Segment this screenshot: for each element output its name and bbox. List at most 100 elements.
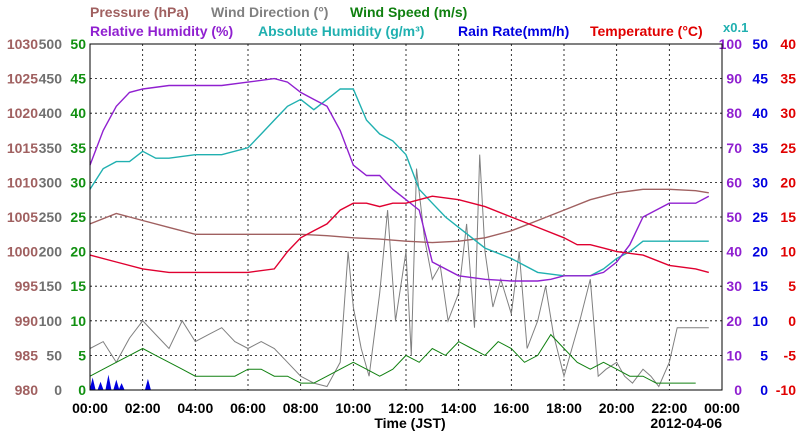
grid: [90, 44, 722, 390]
y-tick-pressure: 980: [15, 382, 39, 398]
title-wind-speed: Wind Speed (m/s): [350, 4, 467, 20]
title-relative-humidity: Relative Humidity (%): [90, 23, 233, 39]
rain-rate-spike: [113, 379, 120, 390]
y-tick-rain-rate: 10: [752, 313, 768, 329]
series-line-wind-direction: [89, 154, 709, 388]
y-tick-wind-direction: 400: [39, 105, 63, 121]
y-tick-relative-humidity: 0: [734, 382, 742, 398]
y-tick-wind-speed: 0: [78, 382, 86, 398]
y-tick-wind-speed: 40: [70, 105, 86, 121]
y-tick-relative-humidity: 30: [726, 278, 742, 294]
y-tick-relative-humidity: 70: [726, 140, 742, 156]
y-tick-temperature: 5: [788, 278, 796, 294]
x-tick-label: 22:00: [651, 400, 687, 416]
series-line-wind-speed: [89, 333, 696, 384]
x-axis: 00:00 02:00 04:00 06:00 08:00 10:00 12:00 14:00…: [72, 400, 740, 416]
y-tick-rain-rate: 50: [752, 36, 768, 52]
series-line-pressure: [89, 188, 709, 244]
x-tick-label: 06:00: [230, 400, 266, 416]
y-tick-wind-direction: 300: [39, 174, 63, 190]
y-tick-wind-direction: 350: [39, 140, 63, 156]
y-tick-pressure: 1015: [7, 140, 38, 156]
title-rain-multiplier: x0.1: [723, 20, 748, 35]
left-axes: 1030102510201015101010051000995990985980…: [7, 36, 86, 398]
y-tick-temperature: 15: [780, 209, 796, 225]
series-line-absolute-humidity: [89, 88, 709, 277]
title-wind-direction: Wind Direction (°): [211, 4, 328, 20]
x-tick-label: 08:00: [283, 400, 319, 416]
title-rain-rate: Rain Rate(mm/h): [458, 23, 569, 39]
y-tick-relative-humidity: 90: [726, 71, 742, 87]
x-tick-label: 14:00: [441, 400, 477, 416]
y-tick-pressure: 1005: [7, 209, 38, 225]
y-tick-pressure: 985: [15, 347, 39, 363]
y-tick-wind-direction: 50: [46, 347, 62, 363]
x-axis-label: Time (JST): [374, 415, 445, 431]
y-tick-wind-speed: 5: [78, 347, 86, 363]
y-tick-wind-direction: 0: [54, 382, 62, 398]
rain-rate-spike: [105, 374, 112, 390]
y-tick-pressure: 1020: [7, 105, 38, 121]
x-tick-label: 10:00: [335, 400, 371, 416]
title-pressure: Pressure (hPa): [90, 4, 189, 20]
y-tick-rain-rate: 5: [760, 347, 768, 363]
rain-rate-spike: [118, 383, 125, 390]
y-tick-wind-speed: 35: [70, 140, 86, 156]
y-tick-relative-humidity: 40: [726, 244, 742, 260]
y-tick-rain-rate: 15: [752, 278, 768, 294]
x-tick-label: 16:00: [493, 400, 529, 416]
y-tick-relative-humidity: 60: [726, 174, 742, 190]
series-line-temperature: [89, 195, 709, 274]
y-tick-temperature: 30: [780, 105, 796, 121]
y-tick-temperature: 0: [788, 313, 796, 329]
y-tick-rain-rate: 0: [760, 382, 768, 398]
y-tick-relative-humidity: 80: [726, 105, 742, 121]
y-tick-wind-speed: 10: [70, 313, 86, 329]
series-line-relative-humidity: [89, 77, 710, 282]
y-tick-rain-rate: 20: [752, 244, 768, 260]
y-tick-wind-direction: 250: [39, 209, 63, 225]
y-tick-wind-direction: 150: [39, 278, 63, 294]
y-tick-pressure: 1000: [7, 244, 38, 260]
y-tick-rain-rate: 35: [752, 140, 768, 156]
y-tick-wind-direction: 450: [39, 71, 63, 87]
y-tick-pressure: 1010: [7, 174, 38, 190]
y-tick-wind-direction: 500: [39, 36, 63, 52]
rain-rate-spike: [97, 381, 104, 390]
y-tick-wind-speed: 25: [70, 209, 86, 225]
y-tick-wind-direction: 200: [39, 244, 63, 260]
plot-area: [89, 77, 710, 390]
y-tick-temperature: -10: [776, 382, 796, 398]
x-tick-label: 12:00: [388, 400, 424, 416]
y-tick-pressure: 990: [15, 313, 39, 329]
y-tick-pressure: 1030: [7, 36, 38, 52]
y-tick-temperature: 35: [780, 71, 796, 87]
y-tick-wind-speed: 30: [70, 174, 86, 190]
x-tick-label: 04:00: [177, 400, 213, 416]
y-tick-rain-rate: 25: [752, 209, 768, 225]
y-tick-wind-direction: 100: [39, 313, 63, 329]
y-tick-temperature: 20: [780, 174, 796, 190]
y-tick-wind-speed: 20: [70, 244, 86, 260]
right-axes: 1009080706050403020100504540353025201510…: [719, 36, 797, 398]
y-tick-pressure: 995: [15, 278, 39, 294]
y-tick-pressure: 1025: [7, 71, 38, 87]
y-tick-relative-humidity: 50: [726, 209, 742, 225]
x-tick-label: 00:00: [72, 400, 108, 416]
x-tick-label: 00:00: [704, 400, 740, 416]
y-tick-rain-rate: 30: [752, 174, 768, 190]
x-tick-label: 02:00: [125, 400, 161, 416]
y-tick-wind-speed: 50: [70, 36, 86, 52]
y-tick-relative-humidity: 10: [726, 347, 742, 363]
rain-rate-spike: [89, 377, 96, 390]
y-tick-relative-humidity: 20: [726, 313, 742, 329]
date-label: 2012-04-06: [650, 415, 722, 431]
x-tick-label: 18:00: [546, 400, 582, 416]
rain-rate-spike: [144, 378, 151, 390]
title-absolute-humidity: Absolute Humidity (g/m³): [258, 23, 424, 39]
y-tick-rain-rate: 45: [752, 71, 768, 87]
y-tick-wind-speed: 45: [70, 71, 86, 87]
y-tick-temperature: 40: [780, 36, 796, 52]
plot-frame: [89, 43, 723, 391]
